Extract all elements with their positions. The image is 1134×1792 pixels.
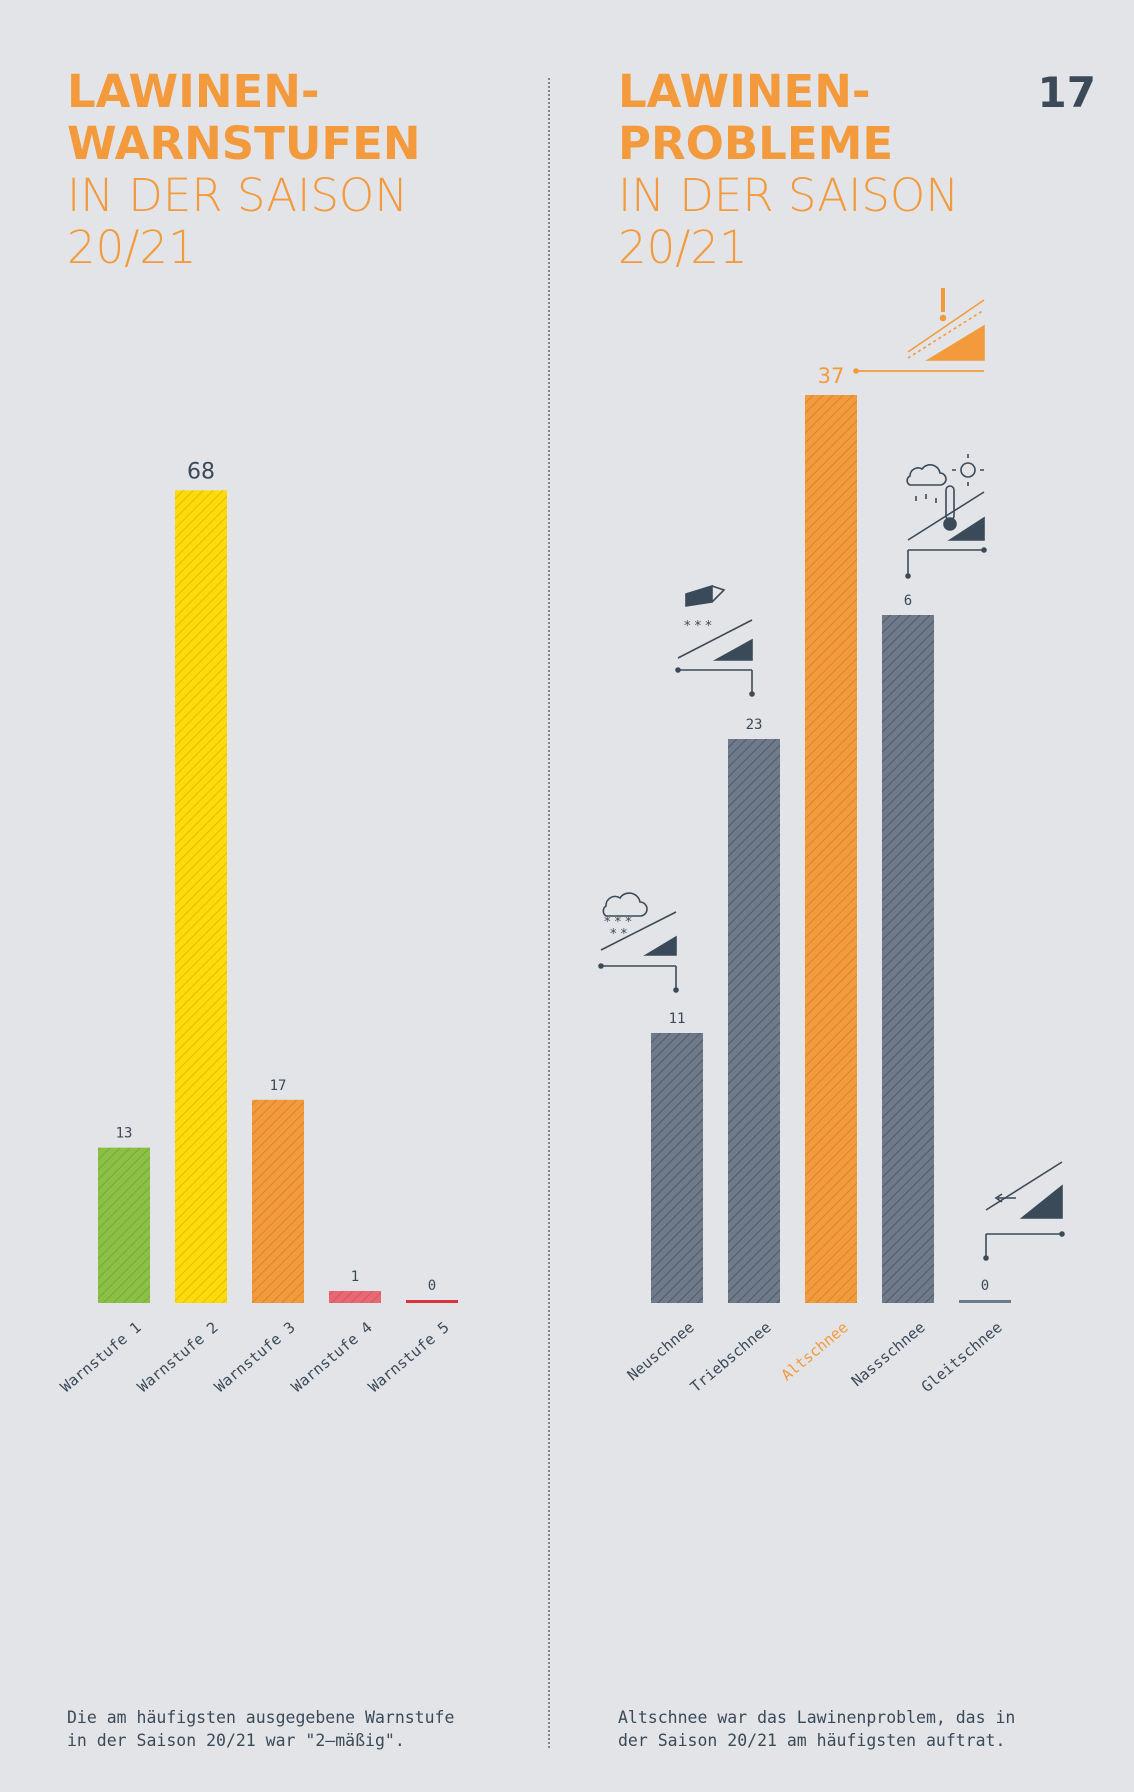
right-icons: * * * * * * * *: [598, 288, 1065, 1261]
svg-text:* * *: * * *: [604, 915, 632, 930]
bar: [959, 1300, 1011, 1303]
right-subtitle-line-2: 20/21: [618, 221, 748, 274]
value-label: 1: [351, 1269, 359, 1285]
value-label: 6: [904, 593, 912, 609]
value-label: 13: [116, 1126, 133, 1142]
svg-text:* *: * *: [610, 927, 628, 942]
right-value-labels: 11 23 37 6 0: [669, 364, 990, 1294]
wind-drift-slope-icon: * * *: [675, 584, 755, 697]
value-label: 68: [187, 459, 215, 484]
wet-snow-slope-icon: [905, 454, 987, 579]
left-caption: Die am häufigsten ausgegebene Warnstufe …: [67, 1706, 507, 1752]
bar-hatch: [882, 615, 934, 1303]
bar-hatch: [175, 490, 227, 1303]
right-title-line-1: LAWINEN-: [618, 65, 871, 118]
right-caption-line-2: der Saison 20/21 am häufigsten auftrat.: [618, 1731, 1006, 1750]
bar-warnstufe-2: [175, 490, 227, 1303]
bar-nassschnee: [882, 615, 934, 1303]
right-chart-title: LAWINEN- PROBLEME IN DER SAISON 20/21: [618, 66, 959, 274]
bar-hatch: [728, 739, 780, 1303]
right-subtitle-line-1: IN DER SAISON: [618, 169, 959, 222]
bar-warnstufe-3: [252, 1099, 304, 1303]
bar-hatch: [805, 395, 857, 1303]
bar-gleitschnee: [959, 1300, 1011, 1303]
value-label: 11: [669, 1011, 686, 1027]
left-subtitle-line-1: IN DER SAISON: [67, 169, 408, 222]
right-title-line-2: PROBLEME: [618, 117, 894, 170]
category-label: Warnstufe 5: [365, 1318, 453, 1396]
left-caption-line-2: in der Saison 20/21 war "2–mäßig".: [67, 1731, 405, 1750]
left-title-line-2: WARNSTUFEN: [67, 117, 421, 170]
bar-warnstufe-5: [406, 1300, 458, 1303]
bar-altschnee: [805, 395, 857, 1303]
left-title-line-1: LAWINEN-: [67, 65, 320, 118]
left-subtitle-line-2: 20/21: [67, 221, 197, 274]
category-label: Warnstufe 3: [211, 1318, 299, 1396]
bar-triebschnee: [728, 739, 780, 1303]
category-label: Triebschnee: [687, 1318, 775, 1396]
value-label: 37: [818, 364, 845, 388]
left-bars: [98, 490, 458, 1303]
right-caption-line-1: Altschnee war das Lawinenproblem, das in: [618, 1708, 1016, 1727]
category-label: Neuschnee: [624, 1318, 698, 1384]
snowfall-slope-icon: * * * * *: [598, 892, 679, 993]
left-chart-title: LAWINEN- WARNSTUFEN IN DER SAISON 20/21: [67, 66, 421, 274]
column-divider: [548, 78, 550, 1748]
bar-neuschnee: [651, 1033, 703, 1303]
category-label: Nassschnee: [848, 1318, 929, 1390]
value-label: 23: [746, 717, 763, 733]
bar-warnstufe-1: [98, 1147, 150, 1303]
category-label: Altschnee: [778, 1318, 852, 1384]
bar-warnstufe-4: [329, 1291, 381, 1303]
bar-hatch: [252, 1099, 304, 1303]
gliding-snow-slope-icon: [983, 1161, 1065, 1261]
left-caption-line-1: Die am häufigsten ausgegebene Warnstufe: [67, 1708, 455, 1727]
right-caption: Altschnee war das Lawinenproblem, das in…: [618, 1706, 1058, 1752]
bar-hatch: [329, 1291, 381, 1303]
page-number: 17: [1037, 68, 1096, 117]
category-label: Warnstufe 1: [57, 1318, 145, 1396]
value-label: 0: [981, 1278, 989, 1294]
bar: [406, 1300, 458, 1303]
persistent-weak-layer-icon: [853, 288, 985, 374]
bar-hatch: [651, 1033, 703, 1303]
category-label: Warnstufe 4: [288, 1318, 376, 1396]
left-value-labels: 13 68 17 1 0: [116, 459, 437, 1294]
category-label: Gleitschnee: [918, 1318, 1006, 1396]
value-label: 17: [270, 1078, 287, 1094]
value-label: 0: [428, 1278, 436, 1294]
right-bars: [651, 395, 1011, 1303]
category-label: Warnstufe 2: [134, 1318, 222, 1396]
bar-hatch: [98, 1147, 150, 1303]
svg-text:* * *: * * *: [684, 619, 712, 634]
